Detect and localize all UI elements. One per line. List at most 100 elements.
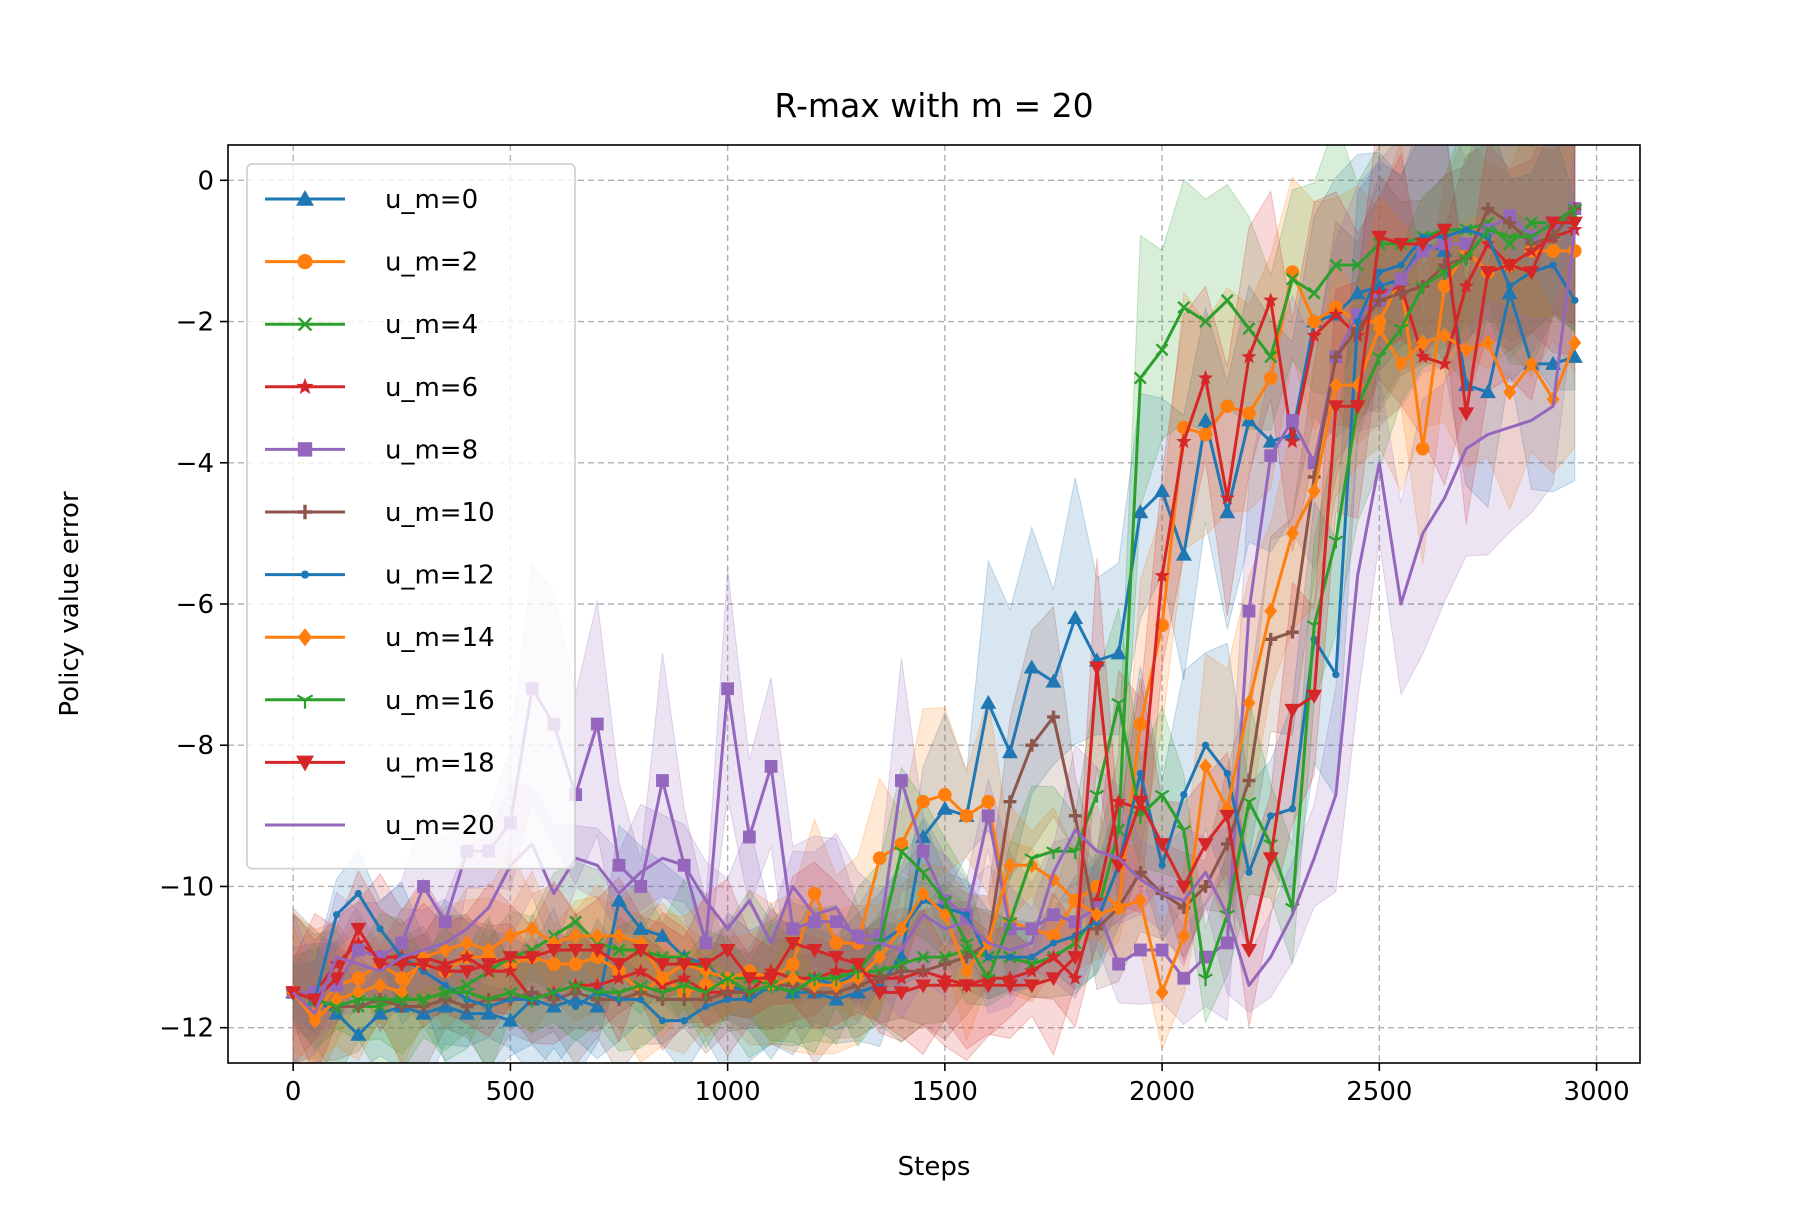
data-point — [1003, 795, 1017, 809]
data-point — [459, 987, 475, 1001]
data-point — [873, 949, 887, 966]
data-point — [1286, 625, 1299, 639]
legend-marker — [296, 694, 314, 709]
data-point — [354, 889, 362, 898]
data-point — [1133, 943, 1147, 957]
y-tick-label: 0 — [197, 166, 214, 196]
legend-label: u_m=8 — [385, 435, 478, 465]
data-point — [1503, 209, 1517, 223]
data-point — [1375, 268, 1383, 276]
data-point — [1136, 769, 1144, 778]
data-point — [612, 943, 626, 957]
y-tick-label: −8 — [176, 731, 214, 761]
legend-marker — [296, 190, 314, 206]
y-tick-label: −10 — [159, 872, 214, 902]
data-point — [656, 970, 669, 987]
data-point — [1524, 231, 1539, 245]
data-point — [1549, 261, 1557, 269]
data-point — [698, 987, 714, 1001]
data-point — [1006, 953, 1014, 961]
data-point — [611, 970, 627, 985]
data-point — [1241, 348, 1257, 364]
data-point — [1067, 970, 1083, 985]
data-point — [1154, 483, 1171, 498]
data-point — [1351, 377, 1364, 394]
data-point — [1176, 825, 1192, 838]
data-point — [1307, 314, 1321, 329]
data-point — [524, 951, 541, 966]
data-point — [1024, 853, 1040, 867]
data-point — [1177, 927, 1191, 944]
data-point — [1154, 567, 1170, 583]
data-point — [697, 958, 714, 973]
data-point — [480, 958, 497, 973]
legend-marker — [297, 442, 313, 457]
data-point — [1264, 350, 1278, 364]
x-axis-label: Steps — [898, 1152, 971, 1182]
data-point — [1132, 795, 1149, 810]
data-point — [458, 965, 475, 980]
data-point — [1180, 791, 1188, 799]
chart-title: R-max with m = 20 — [774, 86, 1093, 125]
data-point — [895, 920, 908, 937]
data-point — [1267, 812, 1275, 820]
data-point — [1393, 323, 1409, 337]
data-point — [611, 958, 628, 973]
data-point — [677, 993, 691, 1006]
data-point — [938, 906, 952, 923]
data-point — [676, 970, 692, 985]
data-point — [1546, 244, 1560, 258]
data-point — [981, 794, 996, 809]
data-point — [1046, 846, 1061, 860]
data-point — [1371, 230, 1388, 245]
data-point — [916, 950, 930, 964]
data-point — [680, 1017, 688, 1025]
data-point — [1067, 610, 1084, 625]
data-point — [1285, 265, 1300, 279]
data-point — [1349, 400, 1366, 415]
data-point — [741, 987, 757, 1001]
data-point — [1479, 384, 1496, 399]
data-point — [547, 957, 561, 971]
data-point — [763, 963, 779, 978]
data-point — [1480, 224, 1496, 238]
data-point — [1372, 320, 1386, 337]
legend-marker — [297, 317, 313, 332]
data-point — [1329, 350, 1343, 364]
data-point — [1068, 892, 1082, 909]
legend-marker — [296, 755, 314, 772]
data-point — [1201, 741, 1210, 749]
data-point — [1177, 300, 1191, 314]
data-point — [980, 694, 997, 709]
data-point — [1523, 266, 1540, 281]
data-point — [702, 1002, 710, 1011]
data-point — [1263, 371, 1278, 385]
data-point — [502, 951, 519, 966]
data-point — [611, 892, 628, 907]
data-point — [1328, 535, 1344, 549]
data-point — [1567, 203, 1583, 217]
data-point — [1177, 971, 1191, 985]
data-point — [1546, 230, 1560, 244]
data-point — [1199, 315, 1212, 328]
data-point — [1240, 944, 1257, 959]
series-group — [292, 229, 1577, 1016]
data-point — [763, 980, 779, 994]
legend-label: u_m=16 — [385, 686, 495, 716]
data-point — [1437, 279, 1452, 294]
data-point — [502, 963, 518, 978]
data-point — [415, 958, 432, 973]
data-point — [546, 987, 562, 1001]
data-point — [1371, 285, 1387, 300]
data-point — [350, 922, 367, 937]
legend-marker — [300, 570, 310, 579]
series-lines — [285, 202, 1583, 1041]
data-point — [1197, 412, 1214, 427]
data-point — [872, 851, 887, 866]
data-point — [589, 977, 605, 992]
data-point — [438, 942, 452, 959]
data-point — [1284, 703, 1301, 718]
data-point — [1306, 689, 1323, 704]
data-point — [1568, 244, 1582, 258]
